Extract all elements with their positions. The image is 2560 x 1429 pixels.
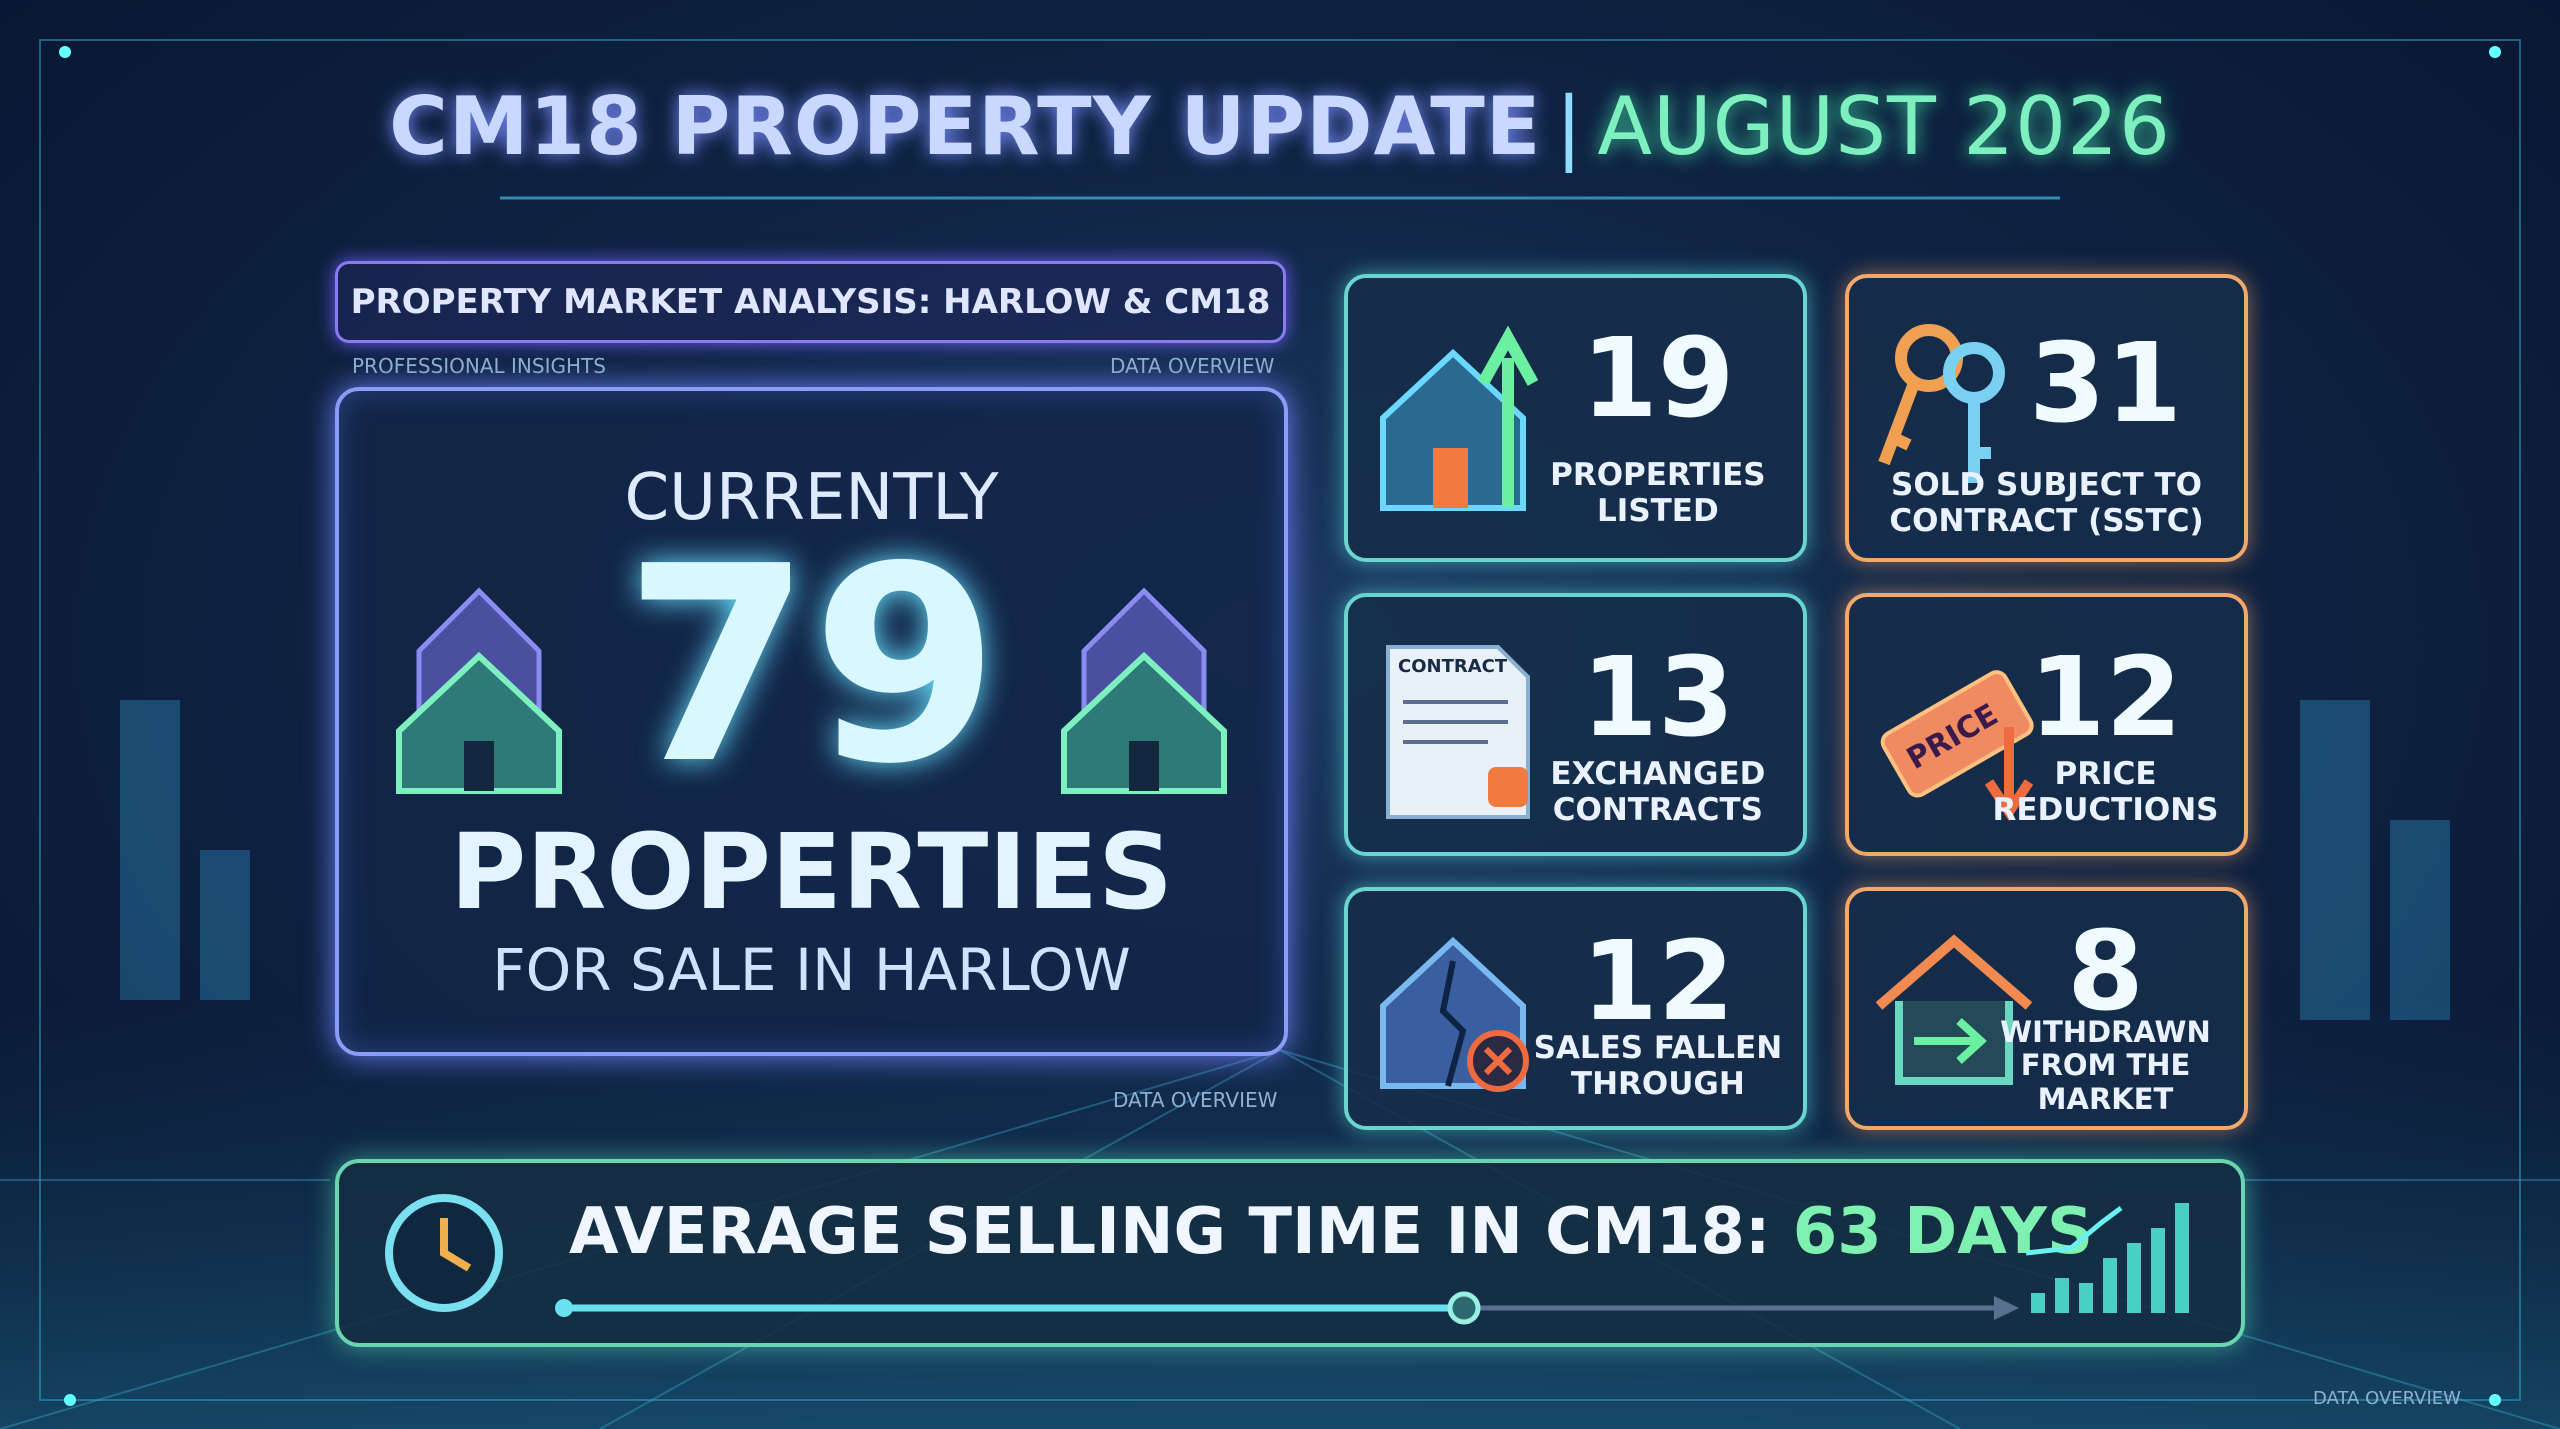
analysis-label: PROPERTY MARKET ANALYSIS: HARLOW & CM18 [335, 261, 1286, 343]
stat-card: 8 WITHDRAWN FROM THE MARKET [1845, 887, 2248, 1130]
stat-label: WITHDRAWN FROM THE MARKET [1987, 1015, 2224, 1116]
stat-label-line: MARKET [2037, 1081, 2174, 1116]
contract-icon: CONTRACT [1386, 645, 1530, 819]
stat-label-line: PROPERTIES [1550, 457, 1766, 493]
stat-card: 19 PROPERTIES LISTED [1344, 274, 1807, 562]
stat-label-line: THROUGH [1570, 1065, 1745, 1102]
stat-label-line: WITHDRAWN [2000, 1015, 2211, 1049]
icon-text: CONTRACT [1398, 656, 1508, 677]
houses-icon [396, 587, 562, 794]
title-main: CM18 PROPERTY UPDATE [389, 80, 1542, 173]
headline-panel: CURRENTLY 79 PROPERTIES FOR SALE IN HARL… [335, 387, 1288, 1056]
stat-value: 8 [2067, 907, 2144, 1035]
stat-label: PROPERTIES LISTED [1533, 457, 1783, 529]
caption: DATA OVERVIEW [1110, 354, 1275, 378]
caption: DATA OVERVIEW [1113, 1088, 1278, 1112]
house-arrow-icon [1380, 325, 1539, 511]
average-bar: AVERAGE SELLING TIME IN CM18: 63 DAYS [335, 1159, 2245, 1347]
stat-value: 13 [1581, 633, 1735, 761]
title: CM18 PROPERTY UPDATE | AUGUST 2026 [0, 80, 2560, 173]
stat-card: 12 SALES FALLEN THROUGH [1344, 887, 1807, 1130]
headline-value: 79 [623, 508, 1000, 823]
stat-label: SOLD SUBJECT TO CONTRACT (SSTC) [1849, 467, 2244, 539]
stat-value: 19 [1581, 314, 1735, 442]
stat-label-line: PRICE [2054, 756, 2157, 792]
stat-label-line: SOLD SUBJECT TO [1891, 467, 2202, 503]
title-separator: | [1555, 80, 1584, 173]
stat-card: 31 SOLD SUBJECT TO CONTRACT (SSTC) [1845, 274, 2248, 562]
stat-label-line: FROM THE [2020, 1048, 2191, 1083]
progress-track [555, 1291, 2019, 1325]
clock-icon [385, 1194, 503, 1312]
stat-label-line: SALES FALLEN [1533, 1030, 1783, 1066]
average-value: 63 DAYS [1792, 1195, 2094, 1269]
houses-icon [1061, 587, 1227, 794]
price-tag-icon: PRICE [1880, 670, 2034, 822]
stat-value: 12 [2028, 633, 2183, 761]
title-date: AUGUST 2026 [1597, 80, 2171, 173]
growth-icon [2025, 1203, 2189, 1313]
stat-label-line: LISTED [1597, 492, 1719, 529]
stat-card: PRICE 12 PRICE REDUCTIONS [1845, 593, 2248, 856]
keys-icon [1878, 324, 2005, 483]
withdrawn-icon [1875, 934, 2033, 1085]
stat-label-line: REDUCTIONS [1992, 791, 2219, 828]
caption: PROFESSIONAL INSIGHTS [352, 354, 606, 378]
stat-label-line: EXCHANGED [1550, 756, 1766, 792]
stat-label: EXCHANGED CONTRACTS [1533, 756, 1783, 828]
stat-value: 31 [2028, 319, 2183, 447]
headline-lead: CURRENTLY [624, 461, 999, 535]
stat-value: 12 [1581, 917, 1735, 1045]
stat-label-line: CONTRACT (SSTC) [1889, 502, 2204, 539]
stat-label: SALES FALLEN THROUGH [1533, 1030, 1783, 1102]
stat-label-line: CONTRACTS [1552, 791, 1764, 828]
average-label: AVERAGE SELLING TIME IN CM18: [569, 1195, 1771, 1269]
stat-label: PRICE REDUCTIONS [1987, 756, 2224, 828]
headline-detail: FOR SALE IN HARLOW [492, 936, 1131, 1004]
footer-caption: DATA OVERVIEW [2313, 1388, 2461, 1409]
stat-card: CONTRACT 13 EXCHANGED CONTRACTS [1344, 593, 1807, 856]
broken-house-icon [1380, 936, 1529, 1092]
headline-unit: PROPERTIES [450, 811, 1173, 933]
average-text: AVERAGE SELLING TIME IN CM18: 63 DAYS [569, 1195, 2093, 1269]
